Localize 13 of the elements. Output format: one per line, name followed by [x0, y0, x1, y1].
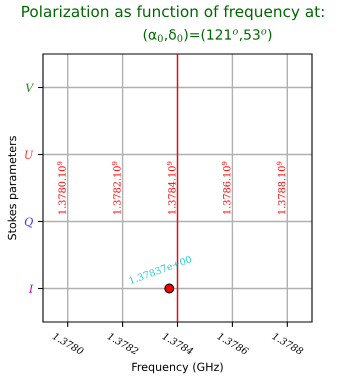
annotation: 1.3780.10$^{9}$: [57, 162, 66, 214]
annotation: 1.3782.10$^{9}$: [112, 162, 121, 214]
y-tick-label: U: [25, 150, 34, 159]
y-tick-label: I: [28, 284, 34, 293]
x-axis-title: Frequency (GHz): [132, 362, 223, 374]
annotation: 1.3788.10$^{9}$: [276, 162, 286, 214]
text: (α$_{0}$,δ$_{0}$)=(121$^{o}$,53$^{o}$): [144, 29, 272, 42]
chart-title: Polarization as function of frequency at:: [22, 5, 324, 20]
y-tick-label: Q: [24, 217, 33, 228]
y-axis-title: Stokes parameters: [8, 136, 18, 240]
annotation: 1.3784.10$^{9}$: [166, 162, 176, 214]
y-tick-label: V: [26, 84, 34, 92]
annotation: 1.3786.10$^{9}$: [222, 162, 230, 214]
